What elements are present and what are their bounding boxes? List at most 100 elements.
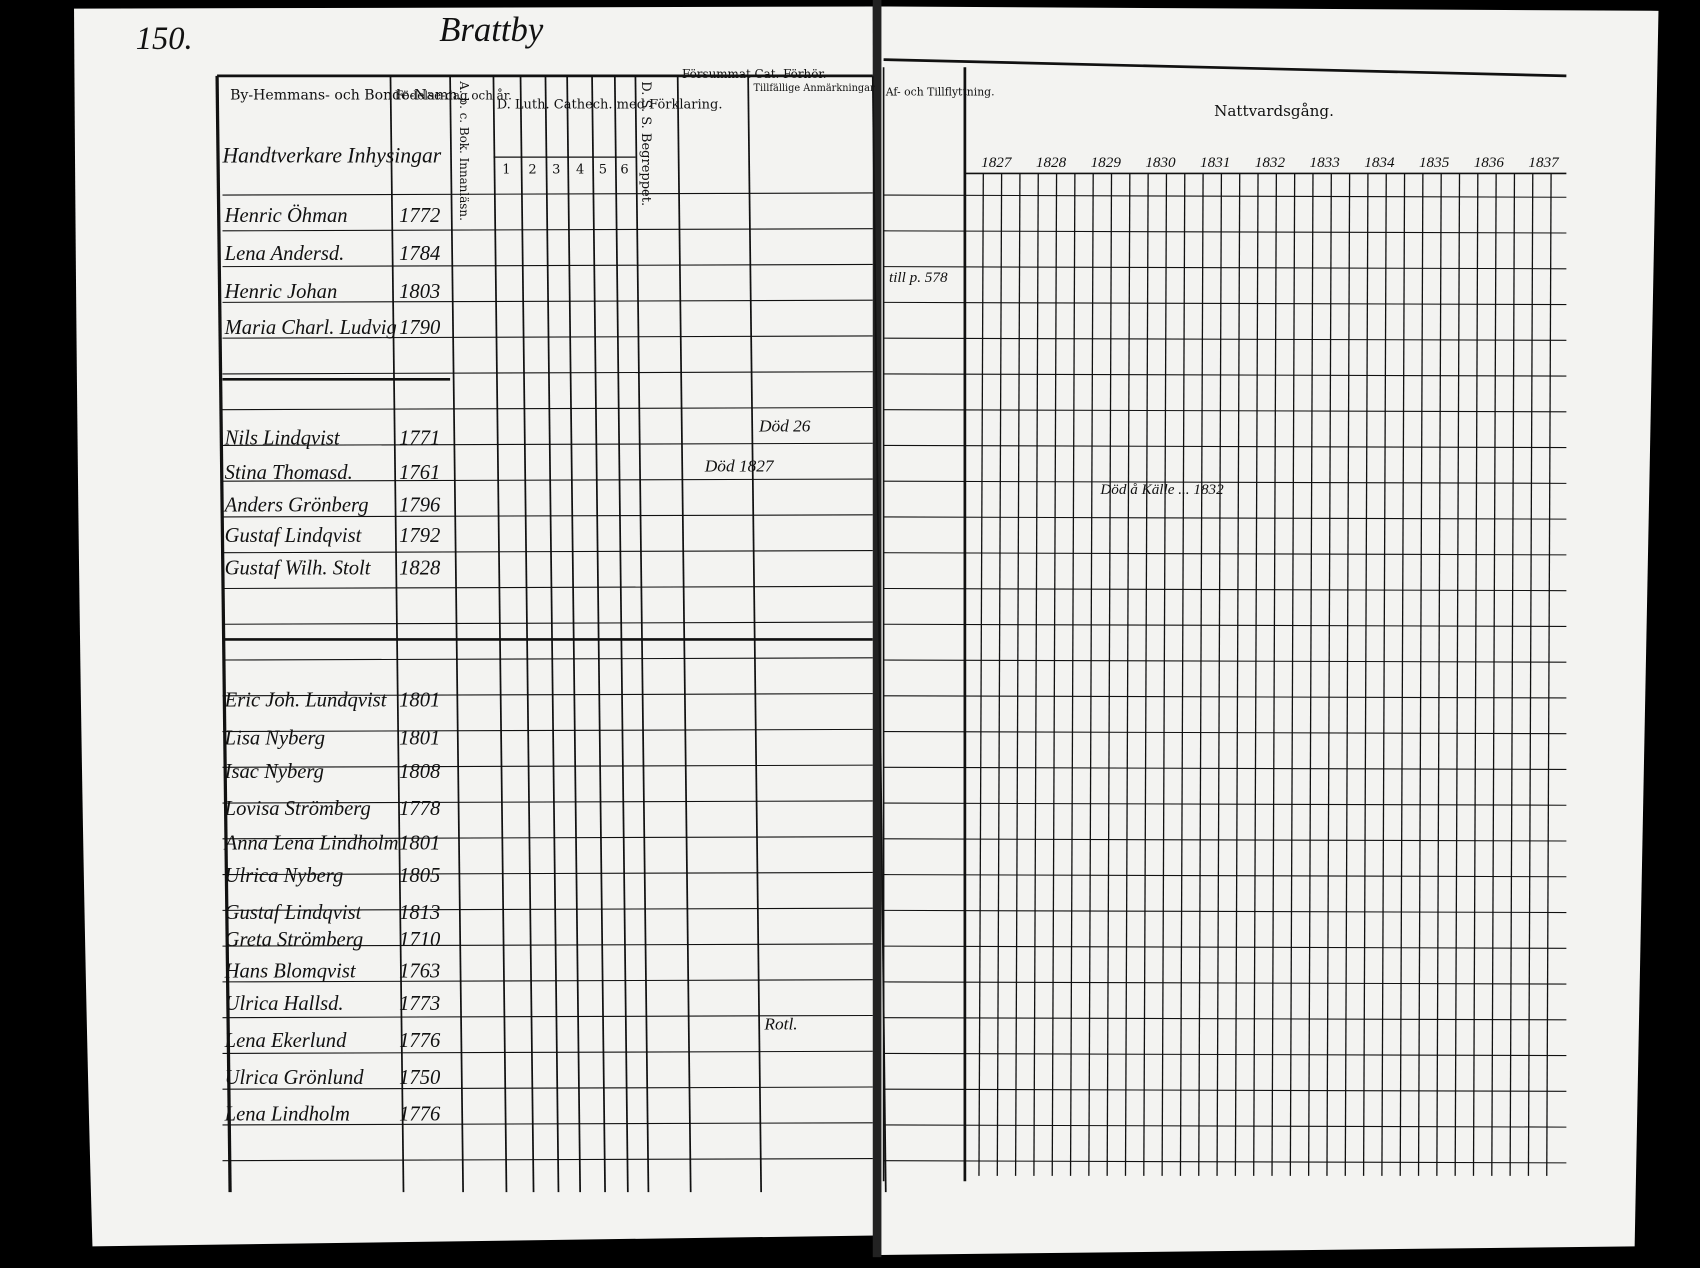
row-rule — [883, 409, 1567, 413]
page-number: 150. — [136, 21, 193, 57]
person-name: Nils Lindqvist — [224, 427, 341, 449]
year-column-rule — [1253, 173, 1259, 1176]
birth-year: 1801 — [399, 728, 440, 750]
year-column-rule — [996, 173, 1003, 1176]
row-rule — [222, 979, 873, 983]
header-moves: Af- och Tillflyttning. — [885, 85, 995, 98]
year-column-rule — [1161, 173, 1168, 1176]
person-name: Gustaf Lindqvist — [225, 525, 363, 547]
birth-year: 1771 — [399, 427, 440, 449]
row-rule — [222, 1086, 873, 1090]
row-rule — [222, 1050, 873, 1054]
year-header: 1827 — [981, 154, 1013, 171]
row-rule — [222, 800, 873, 804]
person-name: Greta Strömberg — [225, 929, 364, 951]
row-rule — [222, 263, 873, 268]
row-rule — [883, 695, 1567, 699]
column-rule — [492, 75, 508, 1193]
row-rule — [222, 1157, 873, 1162]
birth-year: 1805 — [399, 865, 440, 887]
year-column-rule — [1326, 173, 1332, 1176]
person-name: Maria Charl. Ludvig — [224, 317, 397, 339]
row-rule — [222, 442, 873, 446]
catechism-column-number: 3 — [552, 162, 560, 177]
year-column-rule — [1106, 173, 1113, 1176]
gutter — [872, 0, 882, 1258]
remark-note: Rotl. — [763, 1015, 797, 1034]
row-rule — [222, 514, 873, 518]
person-name: Isac Nyberg — [224, 761, 324, 783]
content: 150. Brattby By-Hemmans- och Bonde-Namn.… — [136, 10, 1567, 1193]
row-rule — [222, 192, 873, 196]
row-rule — [222, 1014, 873, 1019]
row-rule — [883, 373, 1567, 377]
year-column-rule — [1198, 173, 1204, 1176]
person-name: Stina Thomasd. — [225, 462, 353, 484]
row-rule — [883, 337, 1567, 341]
row-rule — [883, 301, 1567, 306]
year-column-rule — [1088, 173, 1094, 1176]
row-rule — [883, 802, 1567, 806]
column-rule — [613, 75, 629, 1193]
row-rule — [222, 299, 873, 303]
year-column-rule — [1069, 173, 1076, 1176]
person-name: Gustaf Wilh. Stolt — [225, 557, 372, 579]
person-name: Lovisa Strömberg — [224, 798, 371, 820]
year-column-rule — [1124, 173, 1131, 1176]
year-column-rule — [1051, 173, 1058, 1176]
header-catechism: D. Luth. Cathech. med Förklaring. — [497, 97, 723, 112]
header-subtitle: Handtverkare Inhysingar — [222, 144, 442, 168]
person-name: Lena Andersd. — [224, 243, 345, 265]
column-rule — [566, 75, 582, 1193]
row-rule — [222, 335, 873, 339]
year-column-rule — [1143, 173, 1149, 1176]
year-column-rule — [1381, 173, 1387, 1176]
catechism-column-number: 4 — [576, 162, 584, 177]
person-name: Lena Lindholm — [224, 1104, 350, 1126]
year-column-rule — [1399, 173, 1406, 1176]
birth-year: 1828 — [399, 557, 441, 579]
person-name: Anders Grönberg — [223, 495, 369, 517]
row-rule — [883, 266, 1567, 270]
birth-year: 1784 — [399, 243, 440, 265]
column-rule — [747, 75, 762, 1193]
header-missed: Försummat Cat. Förhör. — [682, 67, 827, 81]
year-header: 1830 — [1145, 154, 1176, 171]
row-rule — [883, 945, 1567, 949]
person-name: Henric Öhman — [224, 204, 348, 227]
birth-year: 1776 — [399, 1104, 441, 1126]
row-rule — [883, 909, 1567, 914]
move-note: till p. 578 — [889, 269, 948, 286]
year-column-rule — [1436, 173, 1442, 1176]
birth-year: 1790 — [399, 317, 441, 339]
catechism-column-number: 1 — [502, 162, 510, 177]
row-rule — [883, 552, 1567, 556]
column-rule — [676, 75, 692, 1193]
person-name: Ulrica Hallsd. — [225, 993, 344, 1015]
year-column-rule — [1234, 173, 1241, 1176]
birth-year: 1792 — [399, 525, 440, 547]
remark-note: Död 1827 — [704, 456, 775, 475]
year-column-rule — [1344, 173, 1351, 1176]
person-name: Gustaf Lindqvist — [225, 902, 363, 924]
year-column-rule — [1417, 173, 1424, 1176]
person-name: Ulrica Grönlund — [225, 1067, 365, 1089]
year-header: 1832 — [1255, 154, 1286, 171]
column-rule — [389, 75, 405, 1193]
row-rule — [883, 480, 1567, 484]
row-rule — [222, 836, 873, 840]
birth-year: 1801 — [399, 690, 440, 712]
parish-name: Brattby — [439, 10, 544, 49]
row-rule — [883, 1017, 1567, 1021]
column-rule — [215, 75, 232, 1193]
catechism-column-number: 6 — [620, 162, 628, 177]
birth-year: 1773 — [399, 993, 440, 1015]
row-rule — [222, 478, 873, 482]
row-rule — [883, 766, 1567, 771]
row-rule — [883, 838, 1567, 842]
row-rule — [222, 871, 873, 876]
year-header: 1831 — [1200, 154, 1230, 171]
row-rule — [222, 1122, 873, 1126]
birth-year: 1778 — [399, 798, 441, 820]
